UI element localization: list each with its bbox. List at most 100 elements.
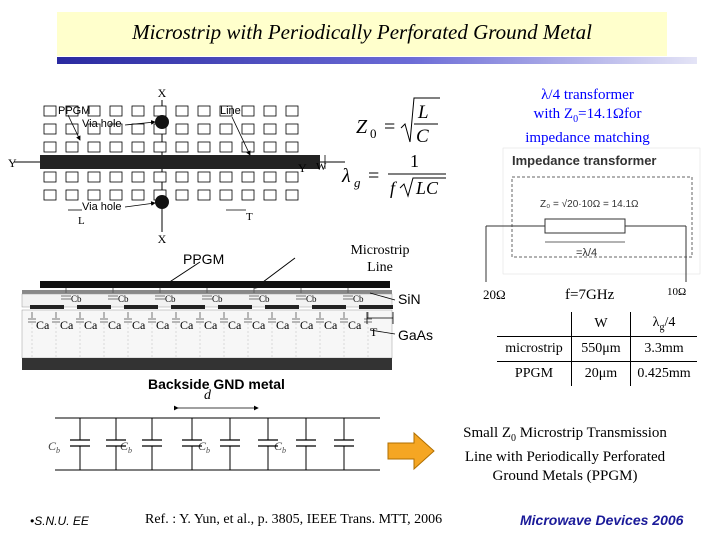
label-y-left: Y — [8, 156, 17, 170]
table-row: microstrip 550μm 3.3mm — [497, 336, 697, 362]
right-resistance-label: 10Ω — [667, 286, 687, 298]
frequency-label: f=7GHz — [565, 287, 615, 303]
right-arrow-icon — [387, 431, 435, 471]
left-resistance-label: 20Ω — [483, 287, 506, 302]
cb-label: Cb — [118, 294, 129, 304]
svg-text:=: = — [384, 116, 395, 138]
svg-text:f: f — [390, 178, 398, 198]
svg-text:L: L — [417, 102, 429, 123]
cb-label: Cb — [306, 294, 317, 304]
table-cell: PPGM — [497, 361, 572, 386]
ca-label: Ca — [228, 318, 242, 332]
ca-label: Ca — [252, 318, 266, 332]
spec-table: W λg/4 microstrip 550μm 3.3mm PPGM 20μm … — [497, 312, 697, 386]
svg-text:C: C — [416, 126, 429, 147]
ca-label: Ca — [204, 318, 218, 332]
transformer-note-line3: impedance matching — [525, 130, 650, 146]
label-l: L — [78, 215, 85, 227]
microstrip-strip — [40, 281, 390, 288]
equation-z0: Z 0 = L C — [356, 97, 440, 147]
summary-line1: Small Z0 Microstrip Transmission — [463, 425, 667, 444]
cb-label: Cb — [259, 294, 270, 304]
table-cell: 3.3mm — [630, 336, 697, 362]
svg-text:Z: Z — [356, 116, 368, 138]
period-d-label: d — [204, 388, 211, 403]
summary-text: Small Z0 Microstrip Transmission Line wi… — [440, 424, 690, 486]
backside-gnd-metal — [22, 358, 392, 370]
ppgm-metal-pieces — [30, 305, 393, 309]
footer-course-title: Microwave Devices 2006 — [520, 512, 684, 528]
slide-title: Microstrip with Periodically Perforated … — [132, 20, 592, 44]
label-x-top: X — [158, 86, 167, 100]
cb-circuit-label: Cb — [198, 439, 210, 455]
ca-label: Ca — [84, 318, 98, 332]
table-cell: 0.425mm — [637, 366, 691, 381]
ca-label: Ca — [276, 318, 290, 332]
label-w: W — [316, 161, 327, 173]
equivalent-circuit: Cb Cb Cb Cb — [48, 405, 380, 471]
title-background — [57, 12, 667, 56]
cb-circuit-label: Cb — [48, 439, 60, 455]
table-cell: 20μm — [571, 361, 631, 386]
transformer-note-line1: λ/4 transformer — [541, 87, 634, 103]
ca-label: Ca — [36, 318, 50, 332]
footer-affiliation: •S.N.U. EE — [30, 514, 89, 528]
ca-label: Ca — [300, 318, 314, 332]
cs-label-t: T — [370, 325, 378, 339]
via-hole-top — [155, 115, 169, 129]
signal-line — [40, 155, 320, 169]
svg-text:1: 1 — [410, 151, 419, 171]
cb-label: Cb — [212, 294, 223, 304]
label-via-hole-bottom: Via hole — [82, 201, 122, 213]
microstrip-line-label: Microstrip Line — [350, 243, 410, 275]
cb-circuit-label: Cb — [120, 439, 132, 455]
transformer-note: λ/4 transformer with Z0=14.1Ωfor impedan… — [505, 86, 670, 148]
impedance-transformer-inset: Impedance transformer Z₀ = √20·10Ω = 14.… — [485, 147, 701, 282]
label-y-right: Y — [298, 161, 307, 175]
table-header-cell — [497, 312, 572, 337]
svg-text:LC: LC — [415, 178, 439, 198]
backside-gnd-label: Backside GND metal — [148, 376, 285, 392]
cb-label: Cb — [353, 294, 364, 304]
summary-line3: Ground Metals (PPGM) — [492, 468, 638, 484]
sin-layer-label: SiN — [398, 291, 421, 307]
label-ppgm-top: PPGM — [58, 105, 90, 117]
svg-text:g: g — [354, 175, 361, 190]
summary-line2: Line with Periodically Perforated — [464, 449, 666, 465]
svg-text:λ: λ — [341, 165, 351, 187]
svg-text:0: 0 — [370, 126, 377, 141]
ca-label: Ca — [348, 318, 362, 332]
table-header-cell: λg/4 — [630, 312, 697, 337]
label-x-bottom: X — [158, 232, 167, 246]
footer-reference: Ref. : Y. Yun, et al., p. 3805, IEEE Tra… — [145, 512, 443, 527]
transformer-note-line2: with Z0=14.1Ωfor — [533, 106, 642, 125]
label-line-top: Line — [220, 105, 241, 117]
equation-lambda-g: λ g = 1 f LC — [341, 151, 446, 198]
gaas-layer-label: GaAs — [398, 327, 434, 343]
via-hole-bottom — [155, 195, 169, 209]
ppgm-cross-section-label: PPGM — [183, 251, 225, 267]
cb-label: Cb — [71, 294, 82, 304]
svg-text:=: = — [368, 165, 379, 187]
label-via-hole-top: Via hole — [82, 118, 122, 130]
table-header-cell: W — [571, 312, 631, 337]
ca-label: Ca — [132, 318, 146, 332]
table-cell: 550μm — [571, 336, 631, 362]
svg-text:Z₀ = √20·10Ω = 14.1Ω: Z₀ = √20·10Ω = 14.1Ω — [540, 198, 639, 210]
ppgm-top-view — [14, 100, 345, 232]
ca-label: Ca — [108, 318, 122, 332]
cross-section-capacitors: Cb Cb Cb Cb Cb Cb Cb Ca Ca Ca Ca Ca Ca Ca Ca Ca Ca Ca Ca Ca… — [28, 288, 372, 358]
ca-label: Ca — [180, 318, 194, 332]
ppgm-grid — [43, 105, 299, 201]
cb-label: Cb — [165, 294, 176, 304]
ca-label: Ca — [60, 318, 74, 332]
table-header-row: W λg/4 — [497, 312, 697, 337]
title-underline-bar — [57, 57, 697, 64]
cb-circuit-label: Cb — [274, 439, 286, 455]
table-cell: microstrip — [497, 336, 572, 362]
svg-text:Impedance transformer: Impedance transformer — [512, 153, 657, 168]
ppgm-cross-section: Cb Cb Cb Cb Cb Cb Cb Ca Ca Ca Ca Ca Ca Ca Ca Ca Ca Ca Ca Ca… — [21, 257, 396, 370]
svg-text:=λ/4: =λ/4 — [576, 247, 597, 259]
ca-label: Ca — [324, 318, 338, 332]
